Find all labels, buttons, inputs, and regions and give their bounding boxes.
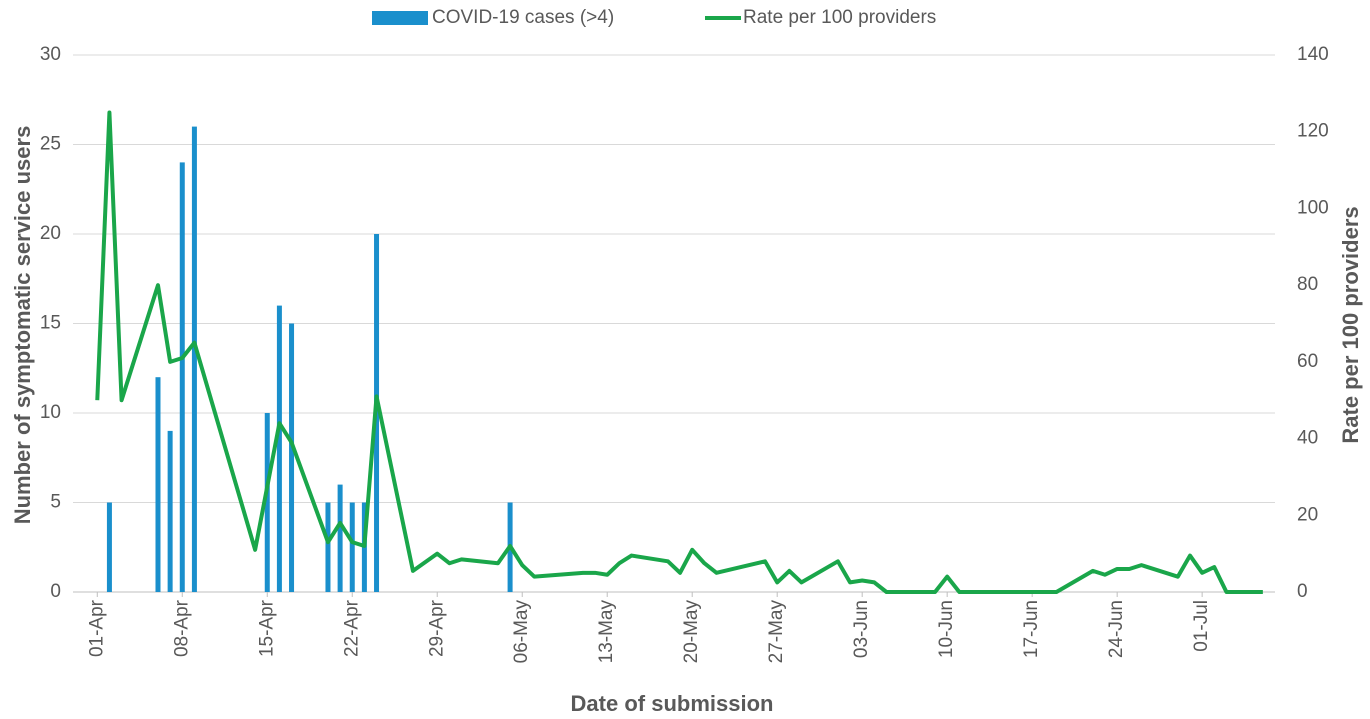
x-tick-label: 22-Apr — [341, 599, 362, 657]
y2-tick-label: 140 — [1297, 44, 1329, 65]
y-tick-label: 30 — [40, 44, 61, 65]
bar — [337, 484, 343, 592]
x-tick-label: 15-Apr — [256, 599, 277, 657]
x-tick-label: 20-May — [681, 600, 702, 664]
bar — [106, 502, 112, 592]
x-tick-label: 06-May — [511, 600, 532, 664]
x-tick-label: 01-Jul — [1191, 600, 1212, 652]
y2-axis-title: Rate per 100 providers — [1338, 206, 1363, 443]
y-tick-label: 15 — [40, 313, 61, 334]
x-tick-label: 29-Apr — [426, 599, 447, 657]
bar — [289, 323, 295, 592]
y2-tick-label: 80 — [1297, 274, 1318, 295]
bar — [167, 430, 173, 592]
bar — [179, 162, 185, 592]
y-tick-label: 25 — [40, 134, 61, 155]
x-tick-label: 10-Jun — [936, 600, 957, 658]
y-tick-label: 10 — [40, 402, 61, 423]
bar — [264, 413, 270, 592]
y-axis-title: Number of symptomatic service users — [10, 126, 35, 525]
y-tick-label: 5 — [50, 492, 61, 513]
x-tick-label: 17-Jun — [1021, 600, 1042, 658]
bar — [349, 502, 355, 592]
x-axis-title: Date of submission — [571, 691, 774, 716]
legend-label: COVID-19 cases (>4) — [432, 7, 614, 28]
bar — [155, 377, 161, 592]
y-tick-label: 0 — [50, 581, 61, 602]
y2-tick-label: 120 — [1297, 121, 1329, 142]
y2-tick-label: 40 — [1297, 428, 1318, 449]
x-tick-label: 27-May — [766, 600, 787, 664]
bar — [325, 502, 331, 592]
x-tick-label: 01-Apr — [86, 599, 107, 657]
x-tick-label: 24-Jun — [1106, 600, 1127, 658]
y2-tick-label: 60 — [1297, 351, 1318, 372]
x-tick-label: 03-Jun — [851, 600, 872, 658]
legend-label: Rate per 100 providers — [743, 7, 936, 28]
y2-tick-label: 100 — [1297, 197, 1329, 218]
bar — [191, 126, 197, 592]
x-tick-label: 13-May — [596, 600, 617, 664]
y-tick-label: 20 — [40, 223, 61, 244]
y2-tick-label: 20 — [1297, 504, 1318, 525]
y2-tick-label: 0 — [1297, 581, 1308, 602]
x-tick-label: 08-Apr — [171, 599, 192, 657]
legend-swatch — [372, 11, 428, 25]
bar — [276, 305, 282, 592]
line — [95, 110, 1263, 594]
